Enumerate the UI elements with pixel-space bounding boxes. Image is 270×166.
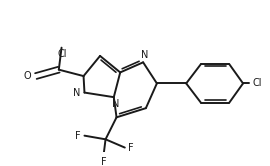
Text: Cl: Cl (58, 49, 67, 59)
Text: F: F (101, 157, 107, 166)
Text: N: N (73, 88, 81, 98)
Text: F: F (127, 143, 133, 153)
Text: F: F (75, 131, 81, 141)
Text: Cl: Cl (252, 78, 262, 88)
Text: N: N (141, 50, 149, 60)
Text: N: N (112, 99, 119, 110)
Text: O: O (24, 71, 31, 81)
